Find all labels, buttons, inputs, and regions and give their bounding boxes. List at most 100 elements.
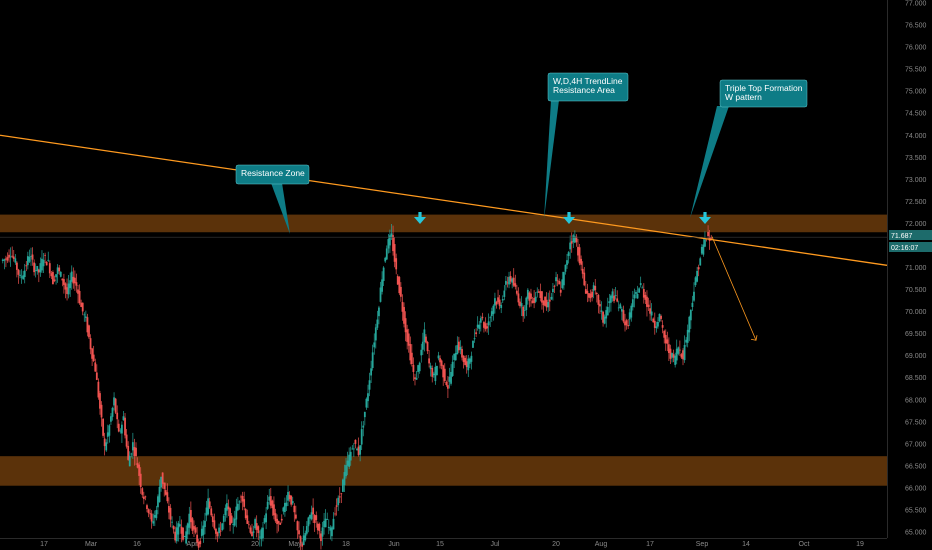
candle-body bbox=[61, 278, 64, 281]
candle-body bbox=[368, 380, 371, 390]
x-tick-label: Sep bbox=[696, 541, 709, 548]
candle-body bbox=[613, 295, 615, 302]
y-tick-label: 69.000 bbox=[905, 353, 927, 360]
candle-body bbox=[595, 292, 598, 295]
candle-body bbox=[200, 528, 203, 537]
candle-body bbox=[188, 513, 191, 528]
candle-body bbox=[31, 254, 34, 260]
candle-body bbox=[186, 523, 189, 535]
candle-body bbox=[682, 350, 684, 360]
candle-body bbox=[545, 299, 548, 308]
x-tick-label: 18 bbox=[342, 541, 350, 548]
candle-body bbox=[541, 291, 543, 303]
candle-body bbox=[119, 430, 122, 432]
candle-body bbox=[367, 393, 369, 402]
candle-body bbox=[666, 339, 669, 344]
candle-body bbox=[423, 329, 426, 342]
candle-body bbox=[153, 515, 156, 518]
candle-body bbox=[236, 503, 239, 511]
y-tick-label: 65.500 bbox=[905, 507, 927, 514]
candle-body bbox=[581, 268, 584, 274]
candle-body bbox=[697, 267, 700, 270]
candle-body bbox=[428, 358, 430, 364]
y-tick-label: 66.500 bbox=[905, 463, 927, 470]
candle-body bbox=[116, 412, 119, 420]
candle-body bbox=[329, 527, 332, 531]
callout-triple-top-pointer bbox=[690, 106, 729, 218]
callout-resistance-zone-box bbox=[235, 164, 310, 185]
candle-body bbox=[72, 276, 75, 284]
candle-body bbox=[108, 425, 111, 436]
candle-body bbox=[246, 515, 249, 524]
x-tick-label: Oct bbox=[799, 541, 810, 548]
candle-body bbox=[296, 521, 299, 531]
candle-body bbox=[103, 438, 106, 447]
candle-body bbox=[663, 330, 666, 338]
candle-body bbox=[492, 305, 495, 315]
candle-body bbox=[592, 285, 595, 291]
candle-body bbox=[302, 535, 305, 546]
candle-body bbox=[251, 531, 253, 537]
candle-body bbox=[384, 257, 387, 262]
candle-body bbox=[224, 507, 227, 516]
candle-body bbox=[362, 425, 365, 428]
candle-body bbox=[481, 316, 484, 319]
candle-body bbox=[704, 239, 706, 247]
candle-body bbox=[381, 279, 383, 292]
candle-body bbox=[160, 476, 162, 488]
candle-body bbox=[436, 365, 438, 376]
candle-body bbox=[157, 496, 159, 508]
candle-body bbox=[608, 301, 611, 304]
candle-body bbox=[249, 527, 252, 533]
candle-body bbox=[694, 277, 697, 286]
x-tick-label: 19 bbox=[856, 541, 864, 548]
candle-body bbox=[291, 501, 294, 504]
callout-resistance-zone-pointer bbox=[271, 183, 290, 234]
candle-body bbox=[442, 365, 445, 378]
y-tick-label: 70.000 bbox=[905, 309, 927, 316]
candle-body bbox=[89, 338, 92, 350]
candle-body bbox=[429, 365, 432, 370]
candle-body bbox=[230, 515, 233, 523]
callouts-layer: Resistance Zone W,D,4H TrendLineResistanc… bbox=[235, 72, 808, 234]
candle-body bbox=[472, 340, 474, 348]
candle-body bbox=[199, 540, 202, 545]
candle-body bbox=[508, 276, 510, 285]
candle-body bbox=[45, 261, 48, 266]
candle-body bbox=[122, 416, 125, 421]
candle-body bbox=[111, 407, 114, 417]
candle-body bbox=[138, 464, 141, 476]
y-tick-label: 68.500 bbox=[905, 375, 927, 382]
candle-body bbox=[178, 524, 181, 527]
candle-body bbox=[11, 255, 14, 257]
candle-body bbox=[371, 352, 374, 369]
candle-body bbox=[125, 434, 128, 447]
candle-body bbox=[9, 256, 12, 258]
candle-body bbox=[600, 310, 603, 312]
candle-body bbox=[693, 291, 695, 301]
candle-body bbox=[467, 358, 470, 371]
candle-body bbox=[396, 276, 399, 285]
candle-body bbox=[504, 280, 507, 285]
candle-body bbox=[486, 326, 488, 329]
candle-body bbox=[26, 256, 29, 266]
candle-body bbox=[544, 296, 546, 306]
candle-body bbox=[19, 274, 21, 276]
candle-body bbox=[144, 496, 147, 498]
candle-body bbox=[135, 447, 137, 457]
candle-body bbox=[547, 302, 550, 308]
candle-body bbox=[685, 339, 688, 343]
candle-body bbox=[605, 310, 608, 319]
candle-body bbox=[514, 283, 517, 287]
candle-body bbox=[351, 448, 354, 450]
candle-body bbox=[562, 272, 565, 286]
candle-body bbox=[655, 326, 658, 329]
candle-body bbox=[627, 325, 630, 327]
candle-body bbox=[503, 290, 506, 297]
candle-body bbox=[189, 510, 192, 523]
candle-body bbox=[630, 305, 633, 318]
candle-body bbox=[671, 353, 673, 358]
y-tick-label: 73.000 bbox=[905, 177, 927, 184]
candle-body bbox=[403, 307, 405, 324]
